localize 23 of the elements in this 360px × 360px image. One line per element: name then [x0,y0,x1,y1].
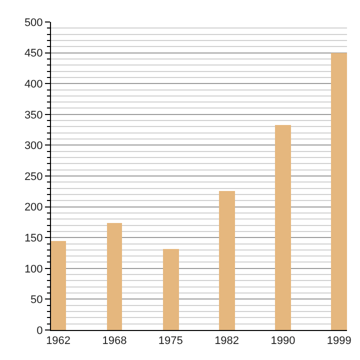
x-tick-label: 1990 [270,335,296,348]
bar [51,241,66,330]
x-tick-label: 1999 [326,335,352,348]
bar [331,53,347,330]
x-tick-label: 1982 [214,335,240,348]
y-tick-label: 100 [24,263,43,276]
y-tick-label: 350 [24,109,43,122]
bar [275,125,291,330]
y-tick-label: 250 [24,170,43,183]
y-tick-label: 300 [24,140,43,152]
bar [163,249,179,330]
y-tick-label: 150 [24,232,43,244]
bar [107,223,122,330]
y-tick-label: 500 [24,16,43,29]
x-tick-label: 1975 [158,335,183,348]
y-tick-label: 50 [30,294,43,306]
y-tick-label: 450 [24,48,43,60]
bar [219,191,235,330]
y-tick-label: 200 [24,202,43,214]
x-tick-label: 1962 [46,335,71,348]
y-tick-label: 0 [36,324,43,337]
y-tick-label: 400 [24,78,43,90]
x-tick-label: 1968 [102,335,127,348]
